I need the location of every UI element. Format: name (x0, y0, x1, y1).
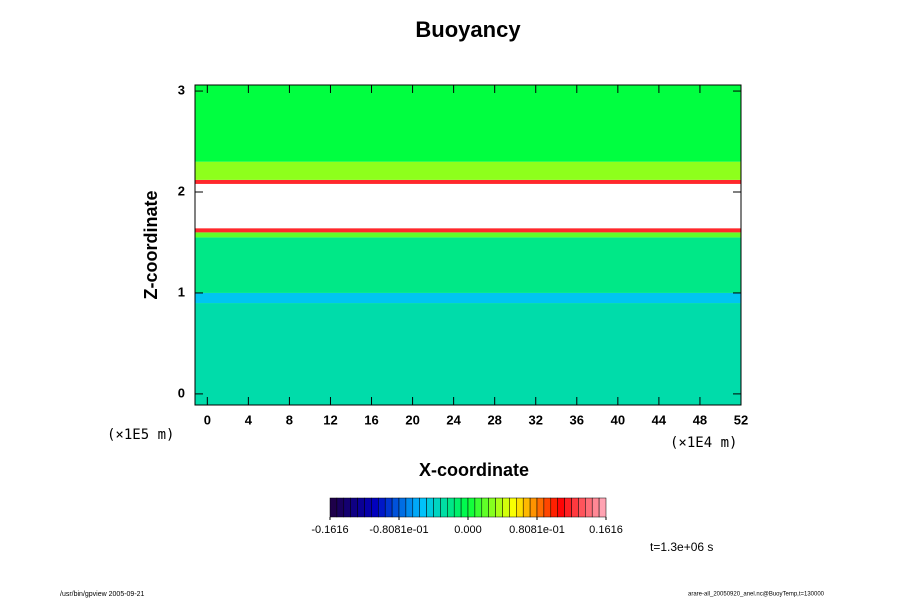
footer-left: /usr/bin/gpview 2005-09-21 (60, 591, 145, 598)
colorbar-cell (378, 497, 386, 518)
x-tick-label: 32 (529, 412, 543, 427)
colorbar-cell (433, 497, 441, 518)
colorbar-cell (391, 497, 400, 518)
plot-frame (194, 84, 742, 406)
colorbar-cell (591, 497, 600, 518)
colorbar-cell (440, 497, 448, 518)
heat-band (195, 292, 741, 304)
x-axis-label: X-coordinate (419, 460, 529, 480)
y-axis-label: Z-coordinate (141, 190, 161, 299)
colorbar-cell (343, 497, 351, 518)
colorbar-cell (502, 497, 510, 518)
colorbar-cell (405, 497, 414, 518)
x-tick-label: 8 (286, 412, 293, 427)
colorbar-cell (350, 497, 358, 518)
chart-title: Buoyancy (415, 17, 521, 42)
colorbar-cell (329, 497, 338, 518)
y-tick-label: 1 (178, 284, 185, 299)
time-label: t=1.3e+06 s (650, 540, 713, 554)
colorbar-cell (529, 497, 538, 518)
x-unit: (×1E4 m) (670, 435, 737, 451)
y-tick-label: 0 (178, 385, 185, 400)
colorbar-cell (495, 497, 503, 518)
colorbar-cell (426, 497, 434, 518)
colorbar-cell (357, 497, 365, 518)
colorbar-label: 0.8081e-01 (509, 524, 565, 536)
colorbar-cell (419, 497, 427, 518)
colorbar-label: 0.000 (454, 524, 482, 536)
x-tick-label: 44 (652, 412, 667, 427)
x-tick-label: 48 (693, 412, 707, 427)
colorbar-cell (447, 497, 455, 518)
colorbar-cell (522, 497, 531, 518)
colorbar-cell (509, 497, 517, 518)
colorbar-cell (371, 497, 379, 518)
y-unit: (×1E5 m) (107, 427, 174, 443)
heat-band (195, 85, 741, 162)
colorbar-label: -0.8081e-01 (369, 524, 428, 536)
heat-band (195, 161, 741, 180)
colorbar-cell (543, 497, 552, 518)
colorbar-cell (481, 497, 489, 518)
heat-band (195, 232, 741, 238)
heat-band (195, 179, 741, 184)
colorbar-cell (384, 497, 393, 518)
heat-band (195, 303, 741, 405)
x-tick-label: 36 (570, 412, 584, 427)
colorbar-cell (578, 497, 586, 518)
y-tick-label: 3 (178, 82, 185, 97)
x-tick-label: 24 (446, 412, 461, 427)
x-tick-label: 52 (734, 412, 748, 427)
colorbar-cell (550, 497, 558, 518)
colorbar-cell (460, 497, 469, 518)
colorbar-cell (585, 497, 593, 518)
colorbar-cell (488, 497, 496, 518)
colorbar-cell (598, 497, 607, 518)
x-tick-label: 16 (364, 412, 378, 427)
x-tick-label: 28 (487, 412, 501, 427)
colorbar-cell (564, 497, 572, 518)
colorbar-cell (398, 497, 407, 518)
colorbar-cell (516, 497, 524, 518)
y-tick-label: 2 (178, 183, 185, 198)
colorbar-cell (536, 497, 545, 518)
colorbar-cell (474, 497, 483, 518)
x-tick-label: 20 (405, 412, 419, 427)
colorbar-cell (412, 497, 420, 518)
colorbar-cell (571, 497, 579, 518)
footer-right: arare-all_20050920_anel.nc@BuoyTemp,t=13… (688, 592, 825, 598)
colorbar-cell (557, 497, 565, 518)
heat-band (195, 228, 741, 233)
colorbar-cell (453, 497, 462, 518)
colorbar-label: -0.1616 (311, 524, 348, 536)
colorbar-cell (364, 497, 372, 518)
colorbar-cell (467, 497, 476, 518)
x-tick-label: 40 (611, 412, 625, 427)
x-tick-label: 4 (245, 412, 253, 427)
x-tick-label: 0 (204, 412, 211, 427)
x-tick-label: 12 (323, 412, 337, 427)
colorbar-cell (336, 497, 345, 518)
heat-band (195, 237, 741, 293)
colorbar-label: 0.1616 (589, 524, 623, 536)
